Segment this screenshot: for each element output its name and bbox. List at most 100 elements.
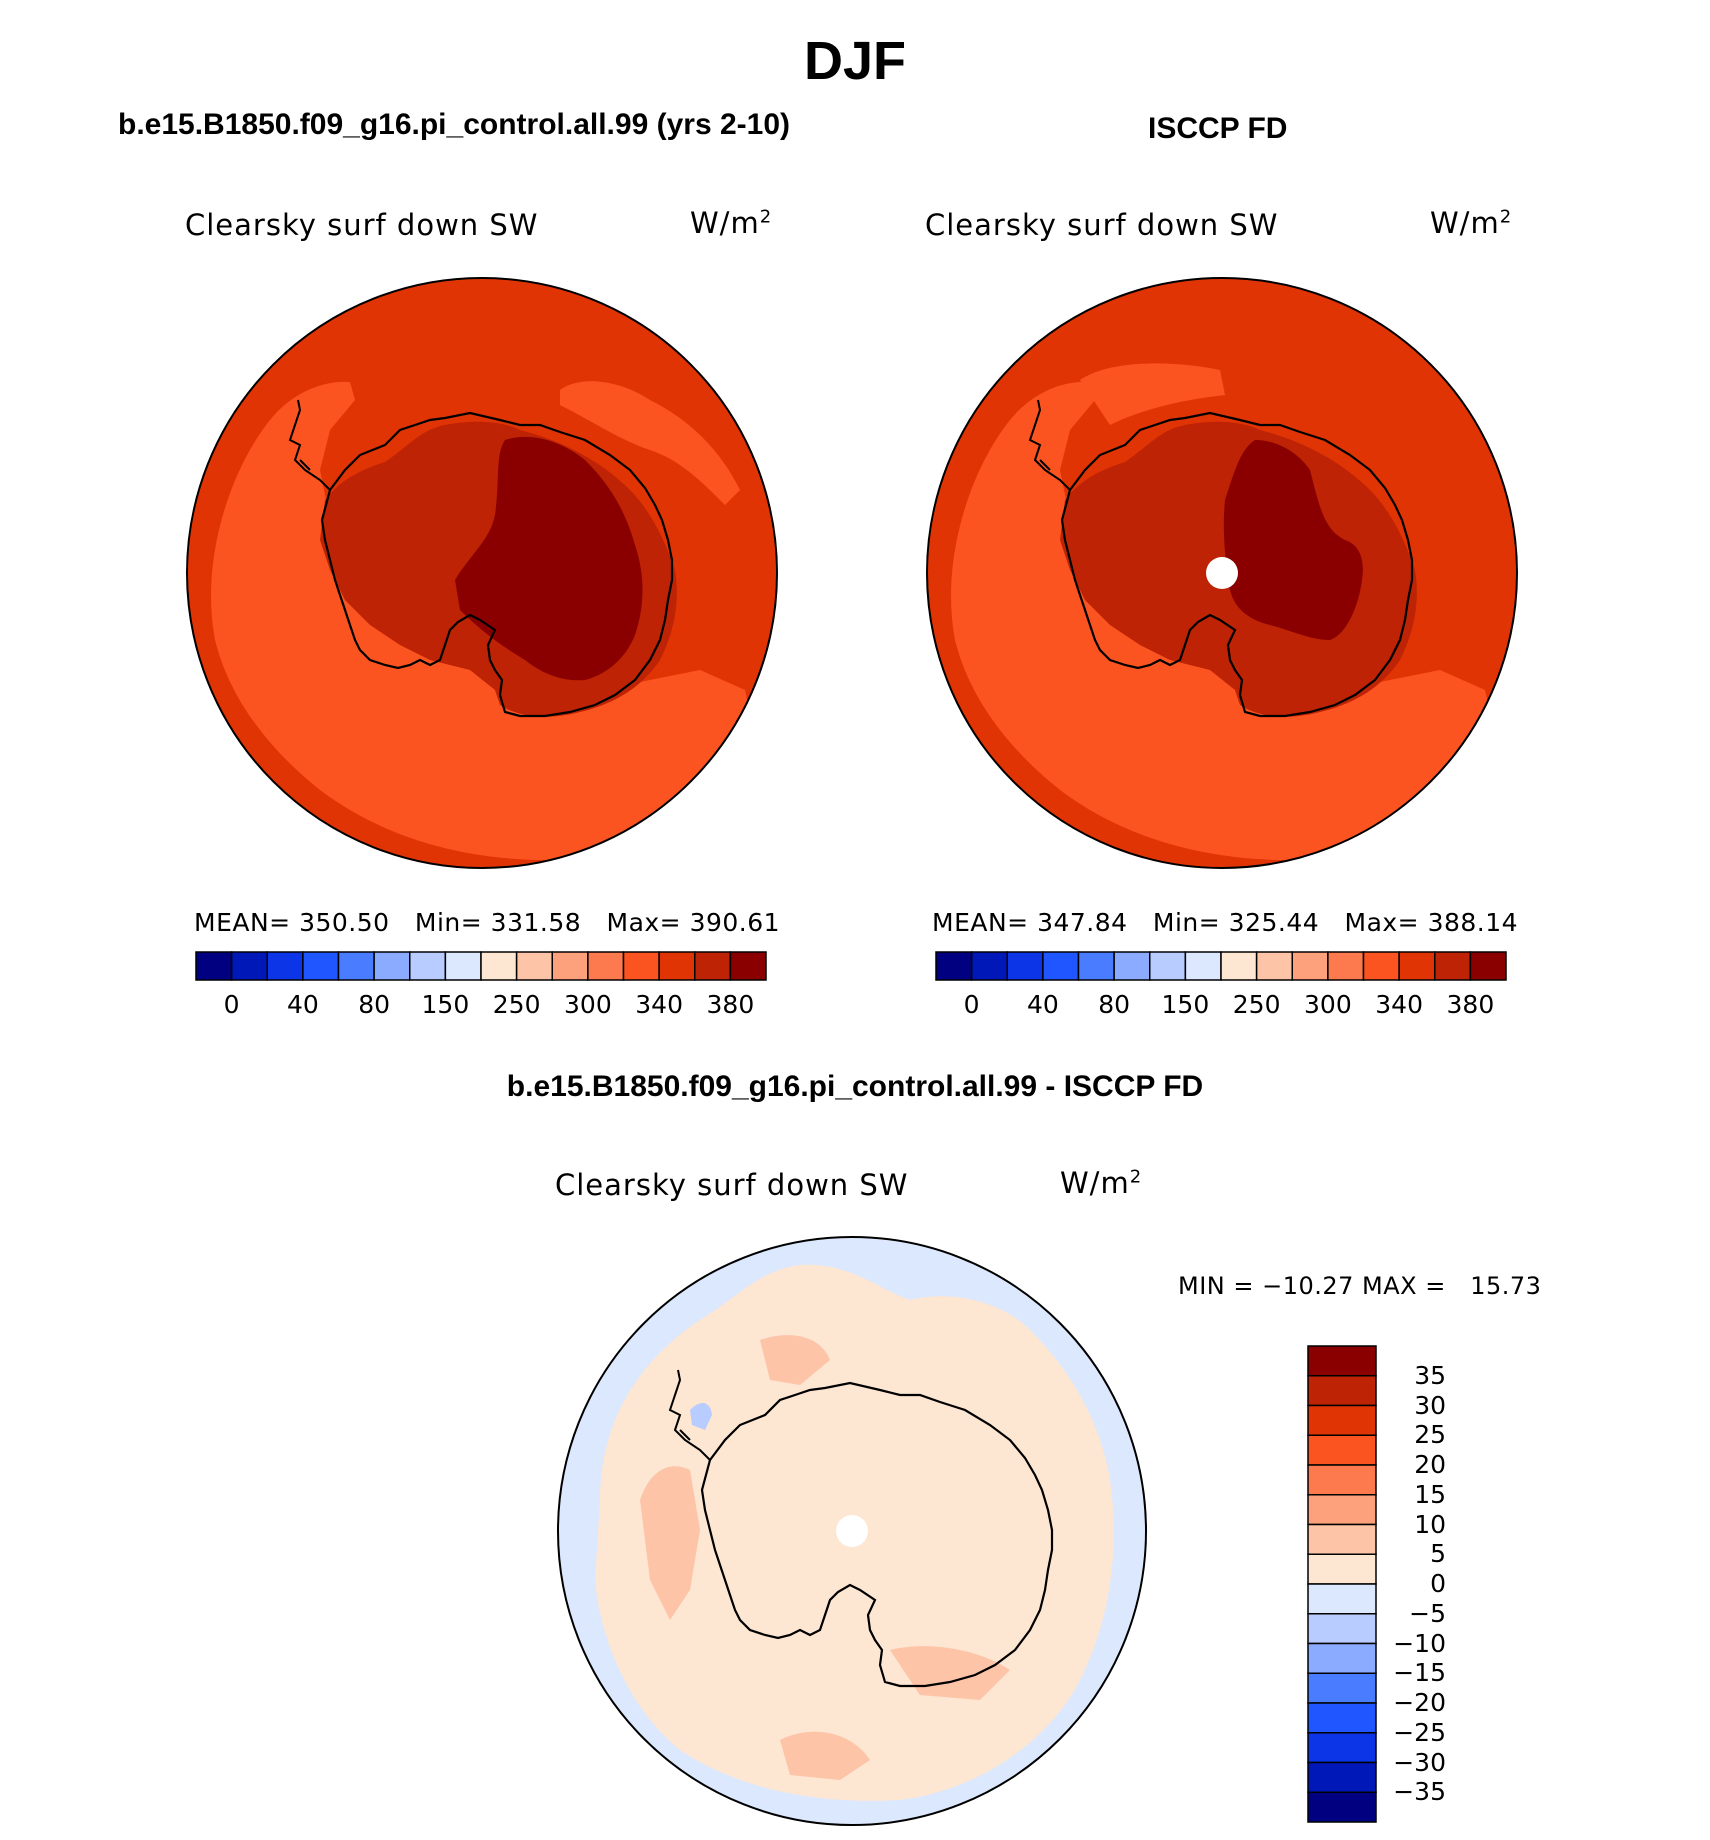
colorbar-tick-label: −10 bbox=[1393, 1628, 1446, 1658]
panel-3-title: b.e15.B1850.f09_g16.pi_control.all.99 - … bbox=[506, 1070, 1204, 1103]
map-obs-region-pacific bbox=[1080, 363, 1225, 425]
colorbar-swatch bbox=[1307, 1791, 1377, 1823]
map-diff-peninsula bbox=[668, 1369, 711, 1461]
colorbar-diff bbox=[1307, 1345, 1377, 1823]
colorbar-tick-label: −15 bbox=[1393, 1658, 1446, 1688]
colorbar-swatch bbox=[266, 951, 304, 981]
colorbar-tick-label: 340 bbox=[1375, 990, 1423, 1019]
colorbar-swatch bbox=[1307, 1583, 1377, 1615]
map-model-region-ocean bbox=[211, 381, 760, 861]
panel-2-stats: MEAN= 347.84 Min= 325.44 Max= 388.14 bbox=[932, 908, 1519, 937]
colorbar-swatch bbox=[373, 951, 411, 981]
colorbar-swatch bbox=[1307, 1404, 1377, 1436]
colorbar-swatch bbox=[1398, 951, 1436, 981]
map-diff-region-positive-2d bbox=[780, 1731, 870, 1780]
colorbar-tick-label: 15 bbox=[1414, 1479, 1446, 1509]
map-model-peninsula bbox=[288, 399, 331, 491]
colorbar-swatch bbox=[195, 951, 233, 981]
colorbar-tick-label: −5 bbox=[1409, 1598, 1446, 1628]
colorbar-tick-label: −30 bbox=[1393, 1747, 1446, 1777]
colorbar-swatch bbox=[1307, 1523, 1377, 1555]
colorbar-tick-label: 300 bbox=[1304, 990, 1352, 1019]
panel-1-title: b.e15.B1850.f09_g16.pi_control.all.99 (y… bbox=[118, 108, 790, 141]
colorbar-swatch bbox=[1327, 951, 1365, 981]
map-obs-region-plateau bbox=[1223, 440, 1363, 640]
panel-1-variable-label: Clearsky surf down SW bbox=[185, 208, 539, 242]
panel-2-title: ISCCP FD bbox=[1148, 112, 1288, 145]
colorbar-swatch bbox=[622, 951, 660, 981]
colorbar-tick-label: 35 bbox=[1414, 1360, 1446, 1390]
colorbar-tick-label: 80 bbox=[358, 990, 391, 1019]
panel-1-units-label: W/m2 bbox=[690, 206, 773, 240]
colorbar-swatch bbox=[230, 951, 268, 981]
map-model-coastline bbox=[320, 411, 674, 718]
map-obs-coastline bbox=[1060, 411, 1414, 718]
map-diff-coastline bbox=[700, 1381, 1054, 1688]
map-diff-region-positive-2a bbox=[640, 1466, 700, 1620]
colorbar-tick-label: 0 bbox=[963, 990, 980, 1019]
colorbar-tick-label: 380 bbox=[1446, 990, 1495, 1019]
colorbar-tick-label: 20 bbox=[1414, 1450, 1446, 1479]
map-model-region-plateau bbox=[455, 436, 643, 681]
colorbar-swatch bbox=[1307, 1434, 1377, 1466]
map-diff bbox=[558, 1237, 1146, 1825]
colorbar-swatch bbox=[1006, 951, 1044, 981]
panel-3-minmax: MIN = −10.27 MAX = 15.73 bbox=[1178, 1272, 1542, 1300]
map-obs-region-ocean bbox=[951, 381, 1500, 861]
map-obs-peninsula bbox=[1028, 399, 1071, 491]
colorbar-swatch bbox=[935, 951, 973, 981]
colorbar-tick-label: 250 bbox=[492, 990, 541, 1019]
colorbar-swatch bbox=[1149, 951, 1187, 981]
colorbar-obs bbox=[935, 951, 1507, 981]
colorbar-swatch bbox=[1291, 951, 1329, 981]
colorbar-tick-label: −20 bbox=[1393, 1688, 1446, 1717]
colorbar-swatch bbox=[1042, 951, 1080, 981]
colorbar-swatch bbox=[729, 951, 767, 981]
panel-3-units-label: W/m2 bbox=[1060, 1166, 1143, 1200]
colorbar-swatch bbox=[1434, 951, 1472, 981]
map-obs-border bbox=[926, 277, 1518, 869]
panel-3-variable-label: Clearsky surf down SW bbox=[555, 1168, 909, 1202]
colorbar-swatch bbox=[551, 951, 589, 981]
colorbar-tick-label: 250 bbox=[1232, 990, 1281, 1019]
colorbar-swatch bbox=[587, 951, 625, 981]
colorbar-swatch bbox=[1077, 951, 1115, 981]
colorbar-swatch bbox=[515, 951, 553, 981]
colorbar-swatch bbox=[1113, 951, 1151, 981]
map-diff-border bbox=[557, 1236, 1147, 1826]
map-diff-region-positive-2b bbox=[760, 1335, 830, 1385]
colorbar-tick-label: 0 bbox=[223, 990, 240, 1019]
colorbar-swatch bbox=[1307, 1553, 1377, 1585]
colorbar-swatch bbox=[409, 951, 447, 981]
colorbar-swatch bbox=[1220, 951, 1258, 981]
colorbar-tick-label: −25 bbox=[1393, 1717, 1446, 1747]
colorbar-tick-label: 40 bbox=[286, 990, 319, 1019]
map-model-border bbox=[186, 277, 778, 869]
map-diff-pole-hole bbox=[836, 1515, 868, 1547]
panel-2-units-label: W/m2 bbox=[1430, 206, 1513, 240]
map-obs-pole-hole bbox=[1206, 557, 1238, 589]
colorbar-swatch bbox=[1307, 1761, 1377, 1793]
panel-2-variable-label: Clearsky surf down SW bbox=[925, 208, 1279, 242]
colorbar-tick-label: 10 bbox=[1414, 1509, 1446, 1539]
colorbar-swatch bbox=[1307, 1613, 1377, 1645]
colorbar-tick-label: −35 bbox=[1393, 1777, 1446, 1807]
colorbar-tick-label: 340 bbox=[635, 990, 683, 1019]
colorbar-tick-label: 380 bbox=[706, 990, 755, 1019]
colorbar-swatch bbox=[337, 951, 375, 981]
colorbar-swatch bbox=[1362, 951, 1400, 981]
map-diff-region-negative bbox=[690, 1403, 712, 1430]
colorbar-tick-label: 80 bbox=[1098, 990, 1131, 1019]
colorbar-swatch bbox=[970, 951, 1008, 981]
colorbar-swatch bbox=[302, 951, 340, 981]
colorbar-tick-label: 150 bbox=[421, 990, 470, 1019]
figure-title: DJF bbox=[803, 31, 906, 91]
colorbar-tick-label: 40 bbox=[1026, 990, 1059, 1019]
colorbar-swatch bbox=[480, 951, 518, 981]
colorbar-tick-label: 5 bbox=[1430, 1539, 1446, 1569]
colorbar-tick-label: 0 bbox=[1430, 1569, 1446, 1598]
colorbar-swatch bbox=[1469, 951, 1507, 981]
colorbar-swatch bbox=[1307, 1464, 1377, 1496]
colorbar-tick-label: 300 bbox=[564, 990, 612, 1019]
